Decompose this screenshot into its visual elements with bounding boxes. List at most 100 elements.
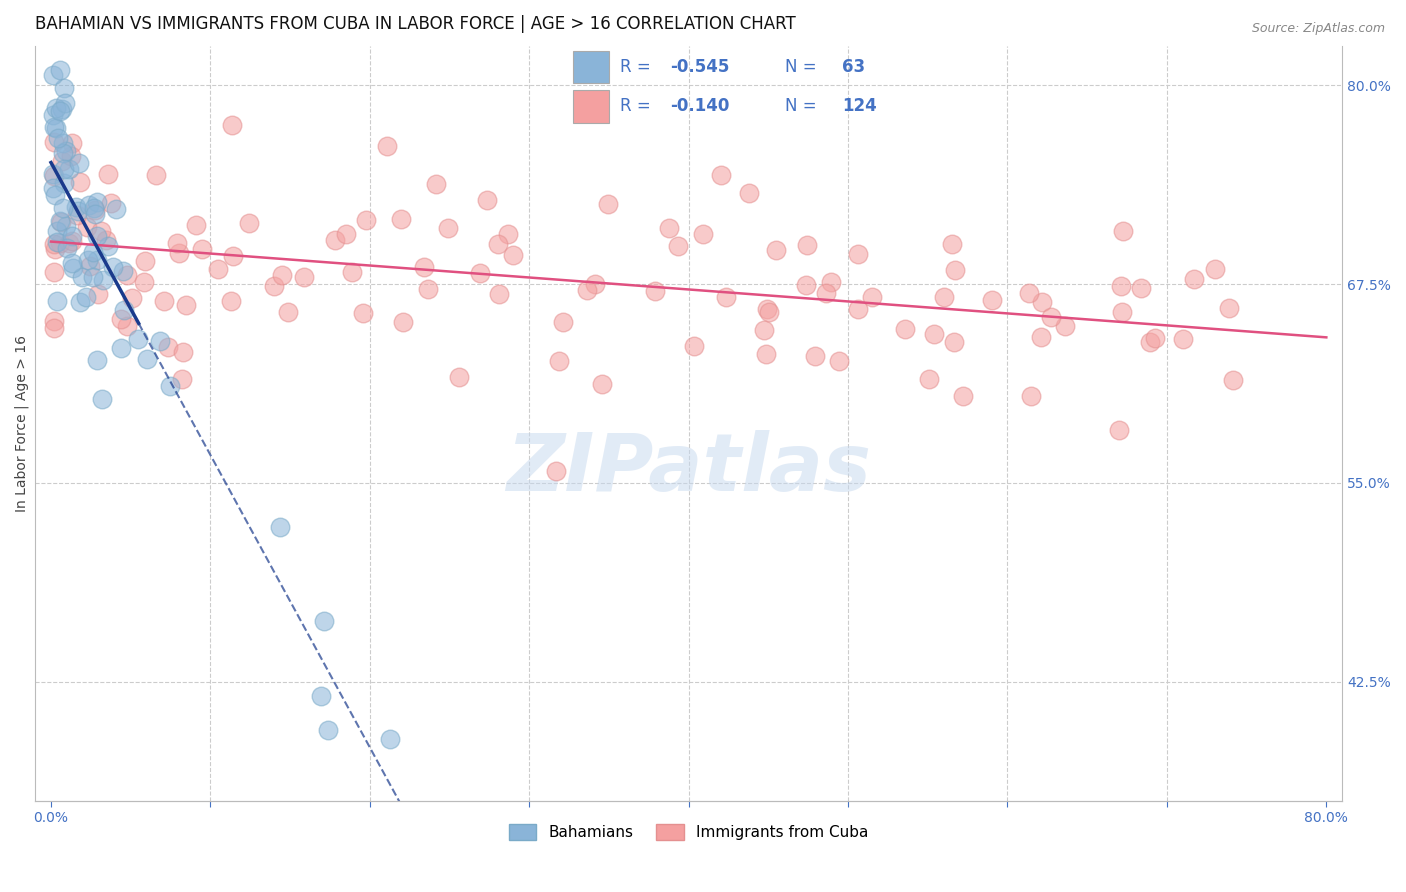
Point — [121, 291, 143, 305]
Point — [145, 169, 167, 183]
Point — [82, 245, 104, 260]
Point — [110, 312, 132, 326]
Point — [314, 614, 336, 628]
Point — [46, 131, 69, 145]
Point — [103, 260, 125, 274]
Point — [1040, 310, 1063, 324]
Point — [172, 371, 194, 385]
Point — [323, 233, 346, 247]
Point — [477, 193, 499, 207]
Point — [153, 294, 176, 309]
Point — [486, 236, 509, 251]
Point — [375, 138, 398, 153]
Point — [83, 207, 105, 221]
Point — [172, 345, 194, 359]
Point — [49, 214, 72, 228]
Point — [62, 261, 84, 276]
Point — [941, 236, 963, 251]
Point — [596, 197, 619, 211]
Point — [174, 298, 197, 312]
Point — [583, 277, 606, 292]
Point — [115, 319, 138, 334]
Point — [112, 303, 135, 318]
Point — [44, 135, 66, 149]
Point — [52, 161, 75, 176]
Point — [1111, 224, 1133, 238]
Point — [765, 244, 787, 258]
Point — [391, 314, 413, 328]
Point — [46, 235, 69, 250]
Point — [166, 236, 188, 251]
Point — [44, 265, 66, 279]
Point — [1111, 304, 1133, 318]
Point — [413, 260, 436, 275]
Point — [263, 278, 285, 293]
Point — [553, 315, 575, 329]
Point — [952, 389, 974, 403]
Point — [815, 285, 838, 300]
Point — [468, 266, 491, 280]
Point — [76, 219, 98, 234]
Text: ZIPatlas: ZIPatlas — [506, 430, 872, 508]
Point — [1139, 334, 1161, 349]
Point — [51, 102, 73, 116]
Point — [70, 270, 93, 285]
Point — [544, 464, 567, 478]
Point — [943, 263, 966, 277]
Point — [112, 264, 135, 278]
Point — [548, 353, 571, 368]
Point — [860, 290, 883, 304]
Point — [58, 235, 80, 250]
Point — [52, 146, 75, 161]
Point — [82, 269, 104, 284]
Point — [502, 248, 524, 262]
Point — [44, 188, 66, 202]
Text: Source: ZipAtlas.com: Source: ZipAtlas.com — [1251, 22, 1385, 36]
Point — [488, 286, 510, 301]
Point — [425, 178, 447, 192]
Point — [110, 342, 132, 356]
Point — [41, 68, 63, 82]
Point — [49, 235, 72, 250]
Point — [65, 200, 87, 214]
Point — [60, 234, 83, 248]
Point — [51, 154, 73, 169]
Text: 63: 63 — [842, 58, 865, 76]
Point — [60, 136, 83, 150]
Point — [44, 169, 66, 183]
Point — [752, 323, 775, 337]
Point — [1171, 332, 1194, 346]
Point — [157, 340, 180, 354]
Point — [238, 216, 260, 230]
Point — [1031, 295, 1053, 310]
Point — [66, 208, 89, 222]
Point — [186, 218, 208, 232]
Text: 124: 124 — [842, 97, 877, 115]
Point — [292, 270, 315, 285]
Point — [980, 293, 1002, 307]
Point — [149, 334, 172, 348]
Point — [90, 224, 112, 238]
Point — [437, 221, 460, 235]
Point — [67, 156, 90, 170]
Point — [86, 229, 108, 244]
Point — [666, 239, 689, 253]
Point — [53, 176, 76, 190]
Point — [44, 314, 66, 328]
Point — [69, 294, 91, 309]
Text: R =: R = — [620, 97, 655, 115]
Point — [127, 332, 149, 346]
Text: R =: R = — [620, 58, 655, 76]
Point — [115, 268, 138, 282]
Point — [222, 249, 245, 263]
Point — [207, 262, 229, 277]
Text: -0.140: -0.140 — [671, 97, 730, 115]
Point — [136, 351, 159, 366]
Point — [820, 275, 842, 289]
Point — [42, 120, 65, 134]
Point — [924, 326, 946, 341]
Point — [41, 108, 63, 122]
Point — [449, 370, 471, 384]
Point — [45, 120, 67, 135]
Point — [1182, 271, 1205, 285]
